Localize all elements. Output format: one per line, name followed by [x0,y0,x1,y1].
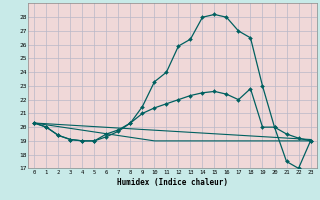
X-axis label: Humidex (Indice chaleur): Humidex (Indice chaleur) [117,178,228,187]
